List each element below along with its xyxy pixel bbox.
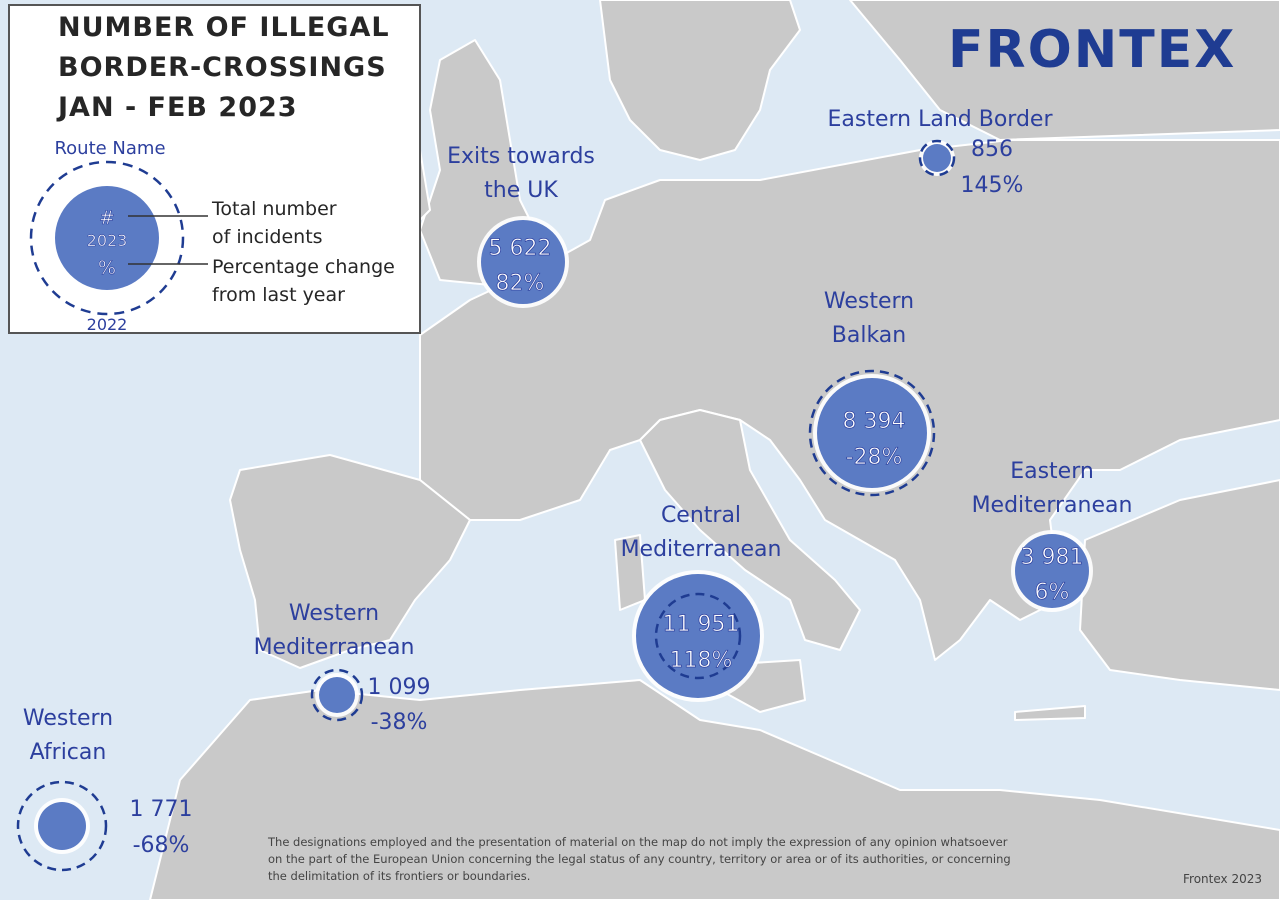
map-disclaimer: The designations employed and the presen… [268, 834, 1108, 885]
legend-panel: NUMBER OF ILLEGAL BORDER-CROSSINGS JAN -… [8, 4, 421, 334]
route-name-label: Balkan [832, 323, 906, 348]
route-count-label: 5 622 [489, 236, 552, 261]
legend-title-line-1: NUMBER OF ILLEGAL [58, 12, 390, 43]
map-credit: Frontex 2023 [1183, 872, 1262, 886]
legend-percent-symbol: % [98, 257, 116, 279]
route-western-african: Western African 1 771 -68% [16, 706, 193, 872]
route-bubble-2023 [817, 378, 927, 488]
route-name-label: Eastern Land Border [828, 107, 1054, 132]
route-bubble-2022-outline [310, 668, 364, 722]
land-crete [1014, 705, 1086, 721]
route-exits-towards-uk: Exits towards the UK 5 622 82% [447, 144, 595, 308]
route-count-label: 11 951 [663, 612, 740, 637]
route-name-label: Western [289, 601, 379, 626]
land-north-africa [149, 679, 1280, 900]
route-western-mediterranean: Western Mediterranean 1 099 -38% [254, 601, 431, 735]
disclaimer-line-3: the delimitation of its frontiers or bou… [268, 869, 531, 883]
route-bubble-2023 [319, 677, 355, 713]
route-change-label: 145% [961, 173, 1024, 198]
route-count-label: 856 [971, 137, 1013, 162]
route-change-label: 118% [670, 648, 733, 673]
route-name-label: the UK [484, 178, 558, 203]
legend-year-previous: 2022 [87, 315, 128, 332]
route-western-balkan: Western Balkan 8 394 -28% [808, 289, 936, 497]
legend-route-name-label: Route Name [54, 138, 165, 159]
route-count-label: 1 099 [368, 675, 431, 700]
route-count-label: 1 771 [130, 797, 193, 822]
route-bubble-2023 [1015, 534, 1089, 608]
route-change-label: -28% [846, 445, 903, 470]
route-bubble-2022-outline [16, 780, 108, 872]
route-name-label: African [30, 740, 107, 765]
land-finland-russia-north [849, 0, 1280, 141]
land-iberia [229, 454, 471, 669]
route-bubble-2022-outline [654, 592, 742, 680]
route-name-label: Central [661, 503, 741, 528]
route-name-label: Western [824, 289, 914, 314]
route-eastern-land-border: Eastern Land Border 856 145% [828, 107, 1054, 198]
legend-title-line-3: JAN - FEB 2023 [58, 92, 298, 123]
route-change-label: 6% [1035, 580, 1070, 605]
route-bubble-2023 [636, 574, 760, 698]
land-italy [639, 409, 861, 651]
legend-total-label-1: Total number [211, 198, 337, 220]
legend-number-symbol: # [99, 207, 115, 229]
route-central-mediterranean: Central Mediterranean 11 951 118% [621, 503, 782, 702]
route-bubbles-layer: Eastern Land Border 856 145% Exits towards t… [16, 107, 1133, 872]
legend-change-label-1: Percentage change [212, 256, 395, 278]
legend-diagram: Route Name # 2023 % 2022 Total number of… [29, 138, 395, 332]
route-change-label: -68% [133, 833, 190, 858]
route-count-label: 8 394 [843, 409, 906, 434]
legend-change-label-2: from last year [212, 284, 345, 306]
route-eastern-mediterranean: Eastern Mediterranean 3 981 6% [972, 459, 1133, 612]
route-count-label: 3 981 [1021, 545, 1084, 570]
route-change-label: 82% [496, 271, 545, 296]
land-turkey [1079, 479, 1280, 691]
route-name-label: Western [23, 706, 113, 731]
disclaimer-line-2: on the part of the European Union concer… [268, 852, 1011, 866]
route-name-label: Mediterranean [254, 635, 415, 660]
route-bubble-2023 [38, 802, 86, 850]
route-bubble-2023 [923, 144, 951, 172]
route-name-label: Mediterranean [972, 493, 1133, 518]
route-name-label: Eastern [1010, 459, 1094, 484]
route-bubble-2022-outline [808, 369, 936, 497]
legend-total-label-2: of incidents [212, 226, 323, 248]
route-name-label: Mediterranean [621, 537, 782, 562]
frontex-logo: FRONTEX [948, 20, 1237, 80]
legend-previous-year-circle [29, 160, 185, 316]
legend-year-current: 2023 [87, 231, 128, 250]
route-bubble-2023 [481, 220, 565, 304]
route-bubble-2022-outline [918, 139, 956, 177]
route-name-label: Exits towards [447, 144, 595, 169]
legend-title-line-2: BORDER-CROSSINGS [58, 52, 387, 83]
land-scandinavia [599, 0, 801, 161]
route-change-label: -38% [371, 710, 428, 735]
disclaimer-line-1: The designations employed and the presen… [268, 835, 1008, 849]
